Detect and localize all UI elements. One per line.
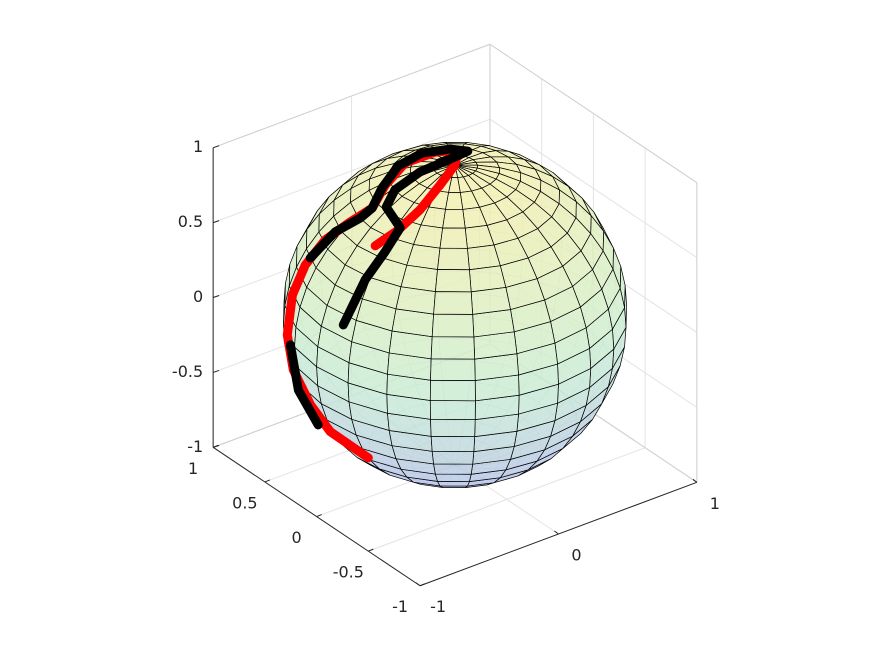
y-tick-label: 0.5 [232, 493, 257, 512]
tick-mark [692, 478, 698, 483]
tick-mark [212, 369, 220, 373]
y-tick-label: -1 [392, 597, 408, 616]
z-tick-label: 0 [193, 287, 203, 306]
sphere-face [433, 463, 474, 475]
sphere-face [429, 400, 476, 420]
tick-mark [212, 444, 219, 448]
sphere-face [430, 358, 476, 381]
y-tick-label: 1 [188, 459, 198, 478]
box-edge [212, 43, 491, 149]
sphere-face [430, 336, 476, 360]
sphere-face [439, 227, 468, 249]
sphere-face [431, 450, 475, 465]
tick-mark [419, 583, 426, 587]
sphere-face [430, 418, 476, 437]
tick-mark [212, 145, 220, 149]
tick-mark [368, 548, 374, 552]
sphere-face [470, 287, 511, 315]
trajectory [285, 340, 323, 430]
tick-mark [316, 514, 322, 518]
tick-mark [212, 295, 220, 299]
grid-line [368, 447, 646, 552]
sphere-face [430, 436, 476, 452]
z-tick-label: -0.5 [172, 362, 203, 381]
z-tick-label: -1 [187, 437, 203, 456]
sphere-face [437, 247, 470, 271]
sphere-face [429, 379, 476, 402]
sphere-face [467, 244, 501, 271]
x-tick-label: 0 [571, 546, 581, 565]
x-tick-label: -1 [430, 597, 446, 616]
grid-line [212, 118, 491, 224]
tick-mark [554, 530, 559, 535]
z-tick-label: 1 [193, 137, 203, 156]
sphere-face [442, 208, 466, 229]
y-tick-label: 0 [292, 528, 302, 547]
sphere-face [435, 269, 472, 293]
z-tick-label: 0.5 [178, 212, 203, 231]
sphere-face [445, 192, 464, 210]
sphere-face [433, 291, 474, 315]
box-edge [489, 43, 698, 184]
grid-line [489, 118, 698, 258]
sphere-face [436, 481, 470, 487]
sphere-face [431, 313, 475, 338]
sphere-face [434, 473, 472, 482]
x-tick-label: 1 [710, 494, 720, 513]
trajectory [305, 144, 473, 330]
tick-mark [415, 582, 421, 587]
y-axis [212, 446, 421, 587]
tick-mark [212, 220, 220, 224]
tick-mark [264, 479, 271, 483]
y-tick-label: -0.5 [333, 563, 364, 582]
